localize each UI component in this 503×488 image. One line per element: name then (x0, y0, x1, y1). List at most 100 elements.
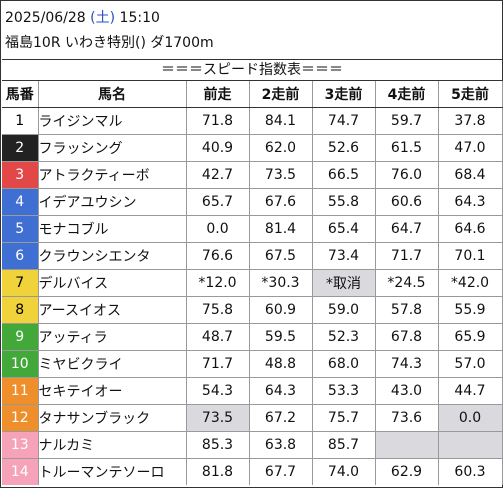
horse-number: 3 (2, 161, 39, 189)
horse-name: ミヤビクライ (38, 350, 187, 378)
speed-index-value: 57.0 (438, 350, 503, 378)
race-time: 15:10 (119, 10, 160, 26)
horse-number: 4 (2, 188, 39, 216)
horse-number: 8 (2, 296, 39, 324)
horse-number: 7 (2, 269, 39, 297)
table-row: 4 イデアユウシン 65.7 67.6 55.8 60.6 64.3 (2, 188, 503, 216)
speed-index-value: *取消 (312, 269, 376, 297)
horse-number: 12 (2, 404, 39, 432)
header-row: 馬番 馬名 前走 2走前 3走前 4走前 5走前 (2, 81, 503, 108)
speed-index-value: *24.5 (375, 269, 439, 297)
race-datetime: 2025/06/28 (土) 15:10 (5, 7, 160, 27)
horse-name: アースイオス (38, 296, 187, 324)
col-header-3back: 3走前 (312, 81, 376, 108)
table-row: 12 タナサンブラック 73.5 67.2 75.7 73.6 0.0 (2, 404, 503, 432)
speed-index-value: 65.4 (312, 215, 376, 243)
speed-index-value: 85.3 (186, 431, 250, 459)
speed-index-value: 60.3 (438, 458, 503, 485)
speed-index-value: 67.8 (375, 323, 439, 351)
speed-index-value: 59.7 (375, 107, 439, 135)
speed-index-value: 68.4 (438, 161, 503, 189)
speed-index-value: 76.0 (375, 161, 439, 189)
speed-index-value: 74.7 (312, 107, 376, 135)
speed-index-value: 47.0 (438, 134, 503, 162)
col-header-4back: 4走前 (375, 81, 439, 108)
horse-number: 11 (2, 377, 39, 405)
speed-index-value: *42.0 (438, 269, 503, 297)
speed-index-value: 42.7 (186, 161, 250, 189)
speed-index-value: 84.1 (249, 107, 313, 135)
speed-index-value: 67.6 (249, 188, 313, 216)
race-weekday: (土) (90, 10, 116, 26)
section-title: ＝＝＝スピード指数表＝＝＝ (2, 59, 502, 81)
speed-index-value: 48.7 (186, 323, 250, 351)
speed-index-value: 71.7 (186, 350, 250, 378)
race-date: 2025/06/28 (5, 10, 86, 26)
table-row: 3 アトラクティーボ 42.7 73.5 66.5 76.0 68.4 (2, 161, 503, 189)
speed-index-value: 37.8 (438, 107, 503, 135)
speed-index-value (438, 431, 503, 459)
horse-name: ライジンマル (38, 107, 187, 135)
speed-index-value: 52.6 (312, 134, 376, 162)
speed-index-value: 54.3 (186, 377, 250, 405)
speed-index-value: 0.0 (438, 404, 503, 432)
horse-name: イデアユウシン (38, 188, 187, 216)
race-info: 福島10R いわき特別() ダ1700m (5, 35, 214, 51)
col-header-name: 馬名 (38, 81, 187, 108)
speed-index-value: 64.6 (438, 215, 503, 243)
speed-index-value: 75.7 (312, 404, 376, 432)
speed-index-value: 48.8 (249, 350, 313, 378)
speed-index-value: *30.3 (249, 269, 313, 297)
horse-name: ナルカミ (38, 431, 187, 459)
table-row: 13 ナルカミ 85.3 63.8 85.7 (2, 431, 503, 459)
horse-name: タナサンブラック (38, 404, 187, 432)
speed-index-value: 62.9 (375, 458, 439, 485)
speed-index-value: 75.8 (186, 296, 250, 324)
speed-index-value: 66.5 (312, 161, 376, 189)
horse-name: トルーマンテソーロ (38, 458, 187, 485)
table-row: 8 アースイオス 75.8 60.9 59.0 57.8 55.9 (2, 296, 503, 324)
speed-index-value: 60.9 (249, 296, 313, 324)
speed-index-value: 71.8 (186, 107, 250, 135)
horse-name: フラッシング (38, 134, 187, 162)
speed-index-value: 81.8 (186, 458, 250, 485)
speed-index-value: 40.9 (186, 134, 250, 162)
horse-name: アトラクティーボ (38, 161, 187, 189)
horse-name: クラウンシエンタ (38, 242, 187, 270)
speed-index-value: 57.8 (375, 296, 439, 324)
horse-number: 6 (2, 242, 39, 270)
speed-index-value: 73.5 (249, 161, 313, 189)
speed-index-value: 55.9 (438, 296, 503, 324)
speed-index-value: 63.8 (249, 431, 313, 459)
table-row: 6 クラウンシエンタ 76.6 67.5 73.4 71.7 70.1 (2, 242, 503, 270)
speed-index-value: 73.4 (312, 242, 376, 270)
horse-name: モナコブル (38, 215, 187, 243)
col-header-2back: 2走前 (249, 81, 313, 108)
horse-number: 2 (2, 134, 39, 162)
col-header-number: 馬番 (2, 81, 39, 108)
speed-index-value: 73.5 (186, 404, 250, 432)
table-row: 10 ミヤビクライ 71.7 48.8 68.0 74.3 57.0 (2, 350, 503, 378)
horse-name: アッティラ (38, 323, 187, 351)
table-row: 9 アッティラ 48.7 59.5 52.3 67.8 65.9 (2, 323, 503, 351)
speed-index-value: 70.1 (438, 242, 503, 270)
speed-index-value: 65.7 (186, 188, 250, 216)
speed-index-table: 馬番 馬名 前走 2走前 3走前 4走前 5走前 1 ライジンマル 71.8 84.1… (2, 81, 503, 485)
speed-index-value: 73.6 (375, 404, 439, 432)
horse-number: 9 (2, 323, 39, 351)
horse-number: 14 (2, 458, 39, 485)
speed-index-value: *12.0 (186, 269, 250, 297)
speed-index-value: 60.6 (375, 188, 439, 216)
speed-index-value: 64.7 (375, 215, 439, 243)
horse-name: デルバイス (38, 269, 187, 297)
speed-index-value: 76.6 (186, 242, 250, 270)
table-row: 5 モナコブル 0.0 81.4 65.4 64.7 64.6 (2, 215, 503, 243)
horse-number: 1 (2, 107, 39, 135)
speed-index-value: 67.5 (249, 242, 313, 270)
col-header-5back: 5走前 (438, 81, 503, 108)
speed-index-value: 71.7 (375, 242, 439, 270)
speed-index-value: 67.2 (249, 404, 313, 432)
speed-index-value: 0.0 (186, 215, 250, 243)
speed-index-value (375, 431, 439, 459)
